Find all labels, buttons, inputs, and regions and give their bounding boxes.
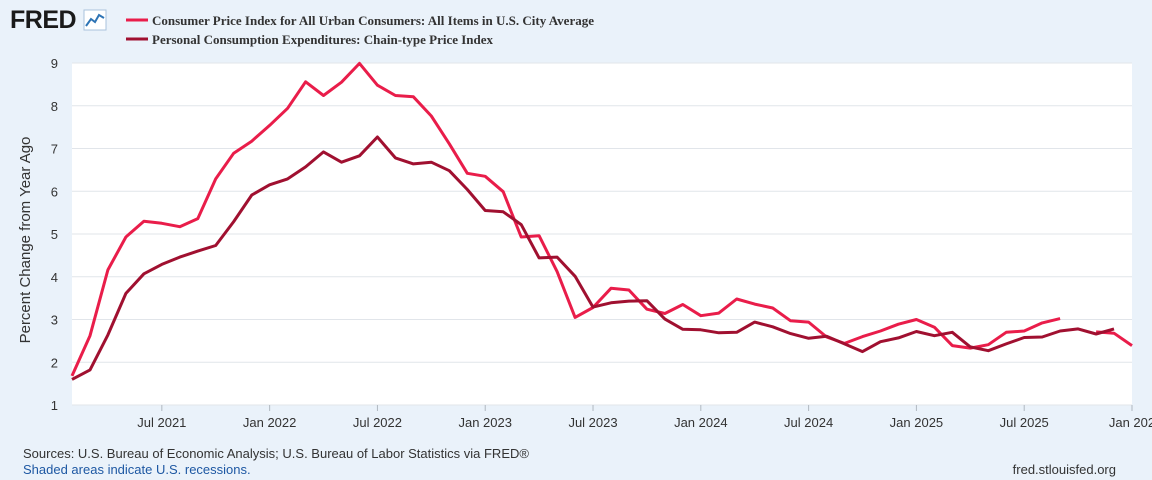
x-tick-label: Jan 2022 [243,415,297,430]
chart: Consumer Price Index for All Urban Consu… [17,13,1152,430]
y-tick-label: 8 [51,99,58,114]
footer-shaded-note[interactable]: Shaded areas indicate U.S. recessions. [23,462,251,477]
legend: Consumer Price Index for All Urban Consu… [126,13,594,47]
x-tick-label: Jan 2025 [890,415,944,430]
fred-logo[interactable]: FRED [10,6,107,35]
x-tick-label: Jul 2023 [568,415,617,430]
x-tick-label: Jan 2024 [674,415,728,430]
y-tick-label: 3 [51,313,58,328]
x-tick-label: Jul 2024 [784,415,833,430]
x-tick-label: Jul 2021 [137,415,186,430]
series-line-cpi[interactable] [70,61,1061,377]
x-axis-ticks: Jul 2021 Jan 2022 Jul 2022 Jan 2023 Jul 2023… [137,405,1152,430]
legend-label-pce: Personal Consumption Expenditures: Chain… [152,32,494,47]
x-tick-label: Jan 202 [1109,415,1152,430]
y-tick-label: 6 [51,184,58,199]
x-tick-label: Jul 2025 [1000,415,1049,430]
series-lines [70,61,1133,381]
fred-logo-text: FRED [10,6,77,34]
y-tick-label: 7 [51,142,58,157]
footer-url[interactable]: fred.stlouisfed.org [1012,462,1116,477]
gridlines [72,62,1132,406]
y-tick-label: 5 [51,227,58,242]
y-axis-label: Percent Change from Year Ago [17,137,34,344]
y-tick-label: 2 [51,355,58,370]
y-axis-ticks: 1 2 3 4 5 6 7 8 9 [51,56,58,413]
fred-logo-chart-icon [83,9,107,31]
series-line-pce[interactable] [71,135,1115,381]
footer-sources: Sources: U.S. Bureau of Economic Analysi… [23,446,529,461]
legend-label-cpi: Consumer Price Index for All Urban Consu… [152,13,594,28]
y-tick-label: 1 [51,398,58,413]
x-tick-label: Jan 2023 [458,415,512,430]
x-tick-label: Jul 2022 [353,415,402,430]
y-tick-label: 4 [51,270,58,285]
y-tick-label: 9 [51,56,58,71]
